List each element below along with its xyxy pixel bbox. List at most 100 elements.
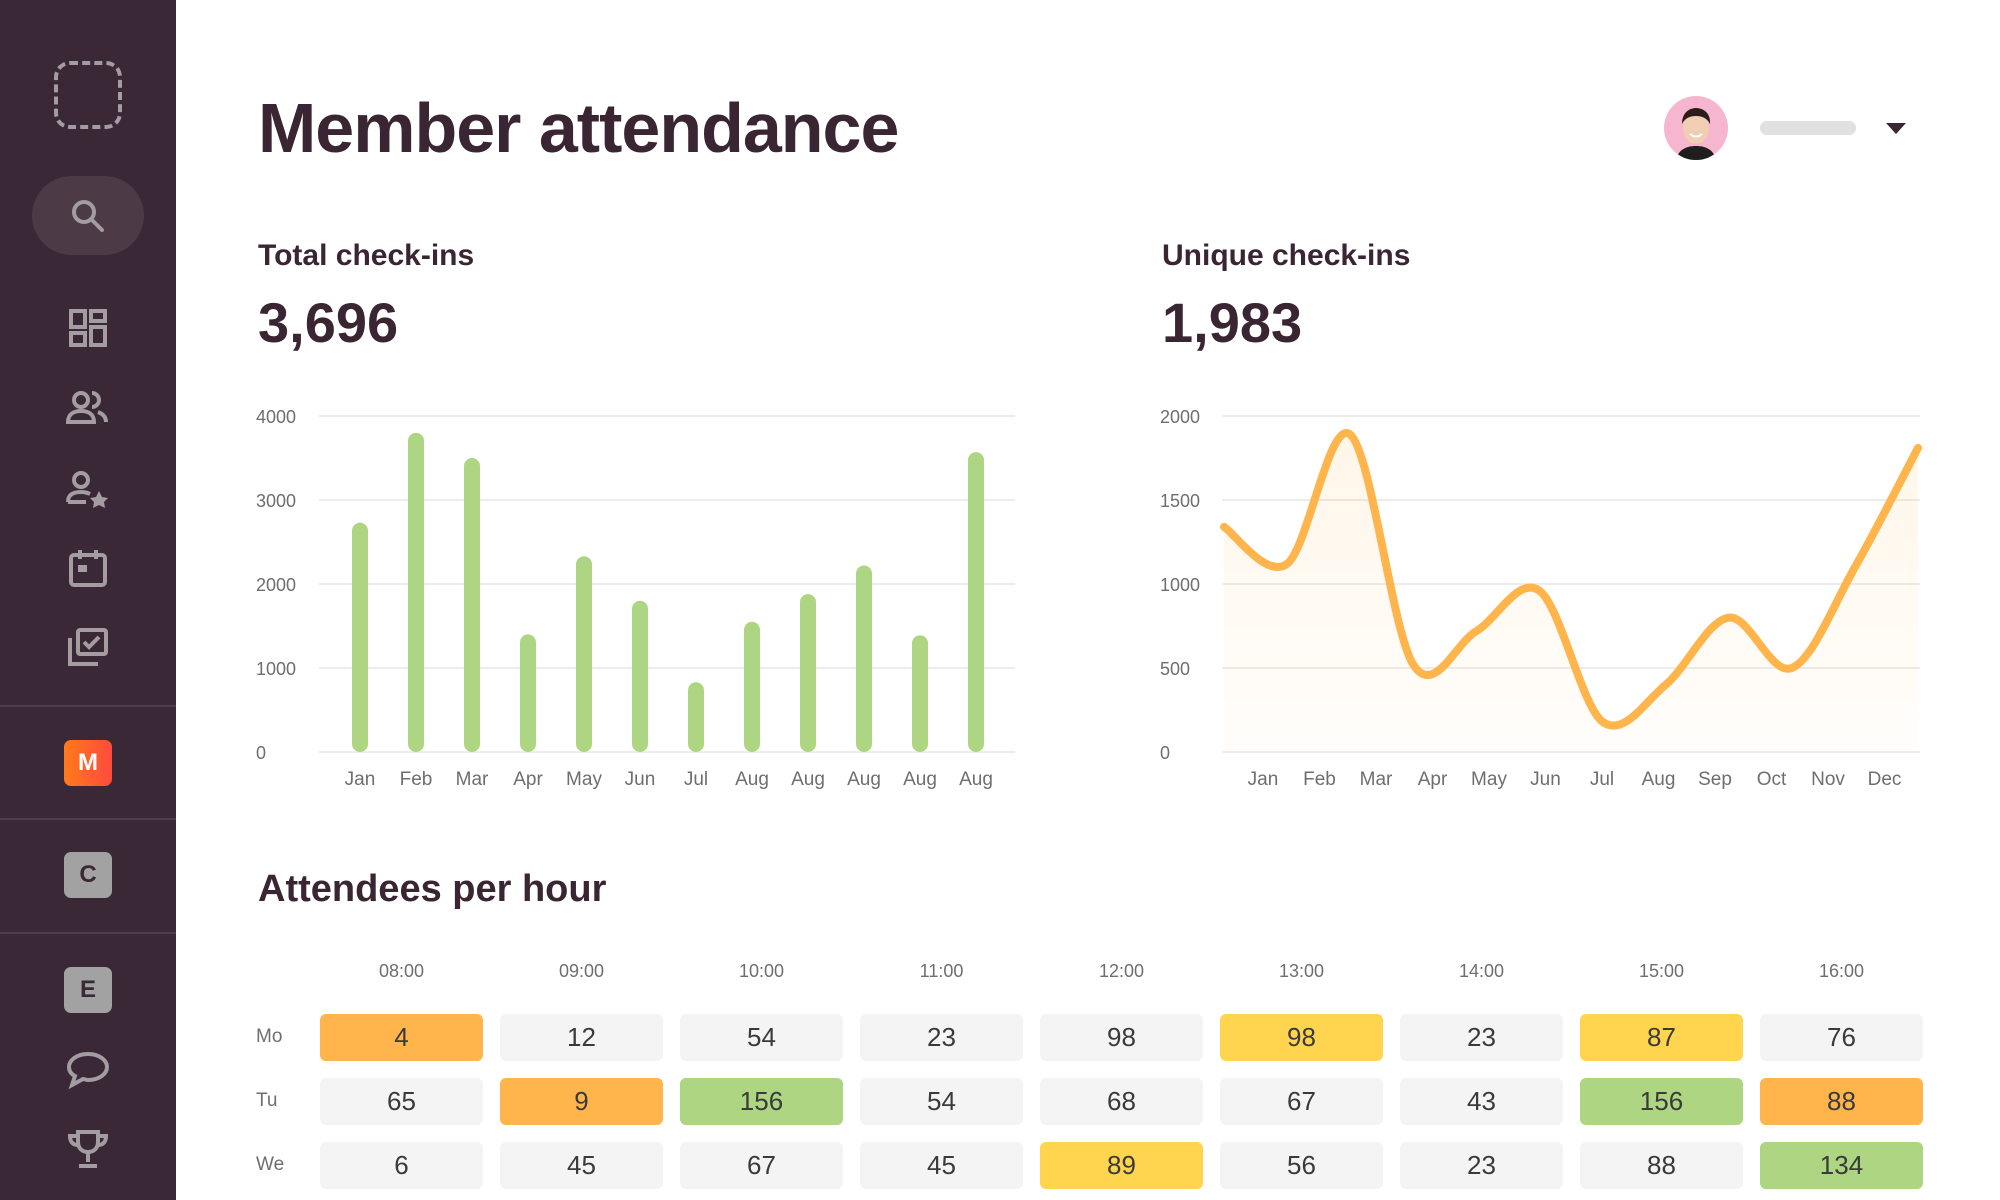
- sidebar-item-dashboard[interactable]: [64, 304, 112, 352]
- y-tick-label: 1000: [1160, 575, 1200, 595]
- logo-placeholder-icon[interactable]: [54, 61, 122, 129]
- heatmap-cell[interactable]: 4: [320, 1014, 483, 1061]
- avatar[interactable]: [1664, 96, 1728, 160]
- user-name-placeholder[interactable]: [1760, 121, 1856, 135]
- y-tick-label: 2000: [256, 575, 296, 595]
- heatmap-cell[interactable]: 88: [1580, 1142, 1743, 1189]
- sidebar-item-trophy[interactable]: [64, 1125, 112, 1173]
- checklist-icon: [68, 628, 108, 666]
- heatmap-cell[interactable]: 12: [500, 1014, 663, 1061]
- x-tick-label: Nov: [1811, 769, 1845, 790]
- heatmap-cell[interactable]: 134: [1760, 1142, 1923, 1189]
- hour-header: 11:00: [919, 961, 964, 981]
- heatmap-cell[interactable]: 156: [1580, 1078, 1743, 1125]
- heatmap-cell[interactable]: 54: [680, 1014, 843, 1061]
- heatmap-cell[interactable]: 23: [1400, 1014, 1563, 1061]
- x-tick-label: Oct: [1757, 769, 1787, 790]
- hour-header: 10:00: [738, 961, 785, 981]
- hour-header: 12:00: [1098, 961, 1145, 981]
- x-tick-label: Dec: [1868, 769, 1902, 790]
- x-tick-label: Mar: [1360, 769, 1393, 790]
- heatmap-cell[interactable]: 43: [1400, 1078, 1563, 1125]
- hour-header: 16:00: [1818, 961, 1865, 981]
- calendar-icon: [69, 550, 107, 587]
- unique-checkins-value: 1,983: [1162, 291, 1303, 354]
- sidebar-divider: [0, 932, 176, 934]
- dashboard-icon: [69, 309, 107, 347]
- sidebar-item-members[interactable]: [64, 384, 112, 432]
- sidebar-item-chat[interactable]: [64, 1046, 112, 1094]
- series-line: [1220, 429, 1922, 730]
- sidebar-item-calendar[interactable]: [64, 544, 112, 592]
- x-tick-label: Jun: [1530, 769, 1561, 790]
- y-tick-label: 4000: [256, 407, 296, 427]
- chevron-down-icon[interactable]: [1886, 123, 1906, 134]
- heatmap-cell[interactable]: 56: [1220, 1142, 1383, 1189]
- x-tick-label: Feb: [1303, 769, 1336, 790]
- x-tick-label: Aug: [791, 769, 825, 790]
- sidebar-item-tasks[interactable]: [64, 623, 112, 671]
- heatmap-cell[interactable]: 6: [320, 1142, 483, 1189]
- area-fill: [1224, 432, 1918, 752]
- day-label: We: [256, 1154, 285, 1175]
- chat-icon: [66, 1051, 110, 1090]
- y-tick-label: 1500: [1160, 491, 1200, 511]
- sidebar: M C E: [0, 0, 176, 1200]
- x-tick-label: May: [566, 769, 602, 790]
- page-title: Member attendance: [258, 89, 899, 167]
- heatmap-cell[interactable]: 98: [1220, 1014, 1383, 1061]
- heatmap-cell[interactable]: 156: [680, 1078, 843, 1125]
- hour-header: 09:00: [558, 961, 605, 981]
- x-tick-label: Jun: [625, 769, 656, 790]
- workspace-m-button[interactable]: M: [64, 740, 112, 786]
- heatmap-cell[interactable]: 68: [1040, 1078, 1203, 1125]
- heatmap-title: Attendees per hour: [258, 868, 607, 910]
- heatmap-cell[interactable]: 65: [320, 1078, 483, 1125]
- day-label: Tu: [256, 1090, 278, 1111]
- user-star-icon: [66, 471, 108, 508]
- sidebar-divider: [0, 705, 176, 707]
- y-tick-label: 2000: [1160, 407, 1200, 427]
- day-label: Mo: [256, 1026, 283, 1047]
- user-photo-icon: [1676, 108, 1716, 160]
- y-tick-label: 500: [1160, 659, 1190, 679]
- hour-header: 13:00: [1278, 961, 1325, 981]
- workspace-c-button[interactable]: C: [64, 852, 112, 898]
- heatmap-cell[interactable]: 9: [500, 1078, 663, 1125]
- x-tick-label: Jul: [1590, 769, 1614, 790]
- heatmap-cell[interactable]: 67: [1220, 1078, 1383, 1125]
- users-icon: [66, 391, 108, 424]
- x-tick-label: May: [1471, 769, 1507, 790]
- x-tick-label: Jul: [684, 769, 708, 790]
- y-tick-label: 0: [256, 743, 266, 763]
- heatmap-cell[interactable]: 45: [860, 1142, 1023, 1189]
- y-tick-label: 3000: [256, 491, 296, 511]
- x-tick-label: Apr: [1418, 769, 1448, 790]
- x-tick-label: Apr: [513, 769, 543, 790]
- x-tick-label: Feb: [400, 769, 433, 790]
- sidebar-divider: [0, 818, 176, 820]
- heatmap-cell[interactable]: 98: [1040, 1014, 1203, 1061]
- heatmap-cell[interactable]: 76: [1760, 1014, 1923, 1061]
- x-tick-label: Mar: [456, 769, 489, 790]
- x-tick-label: Aug: [903, 769, 937, 790]
- x-tick-label: Jan: [1248, 769, 1279, 790]
- heatmap-cell[interactable]: 23: [1400, 1142, 1563, 1189]
- heatmap-cell[interactable]: 87: [1580, 1014, 1743, 1061]
- hour-header: 08:00: [378, 961, 425, 981]
- x-tick-label: Aug: [847, 769, 881, 790]
- heatmap-cell[interactable]: 45: [500, 1142, 663, 1189]
- x-tick-label: Aug: [959, 769, 993, 790]
- heatmap-cell[interactable]: 54: [860, 1078, 1023, 1125]
- hour-header: 15:00: [1638, 961, 1685, 981]
- heatmap-cell[interactable]: 67: [680, 1142, 843, 1189]
- heatmap-cell[interactable]: 23: [860, 1014, 1023, 1061]
- workspace-e-button[interactable]: E: [64, 967, 112, 1013]
- x-tick-label: Sep: [1698, 769, 1732, 790]
- sidebar-item-favorites[interactable]: [64, 465, 112, 513]
- search-button[interactable]: [32, 176, 144, 255]
- heatmap-cell[interactable]: 88: [1760, 1078, 1923, 1125]
- search-icon: [72, 199, 104, 232]
- heatmap-cell[interactable]: 89: [1040, 1142, 1203, 1189]
